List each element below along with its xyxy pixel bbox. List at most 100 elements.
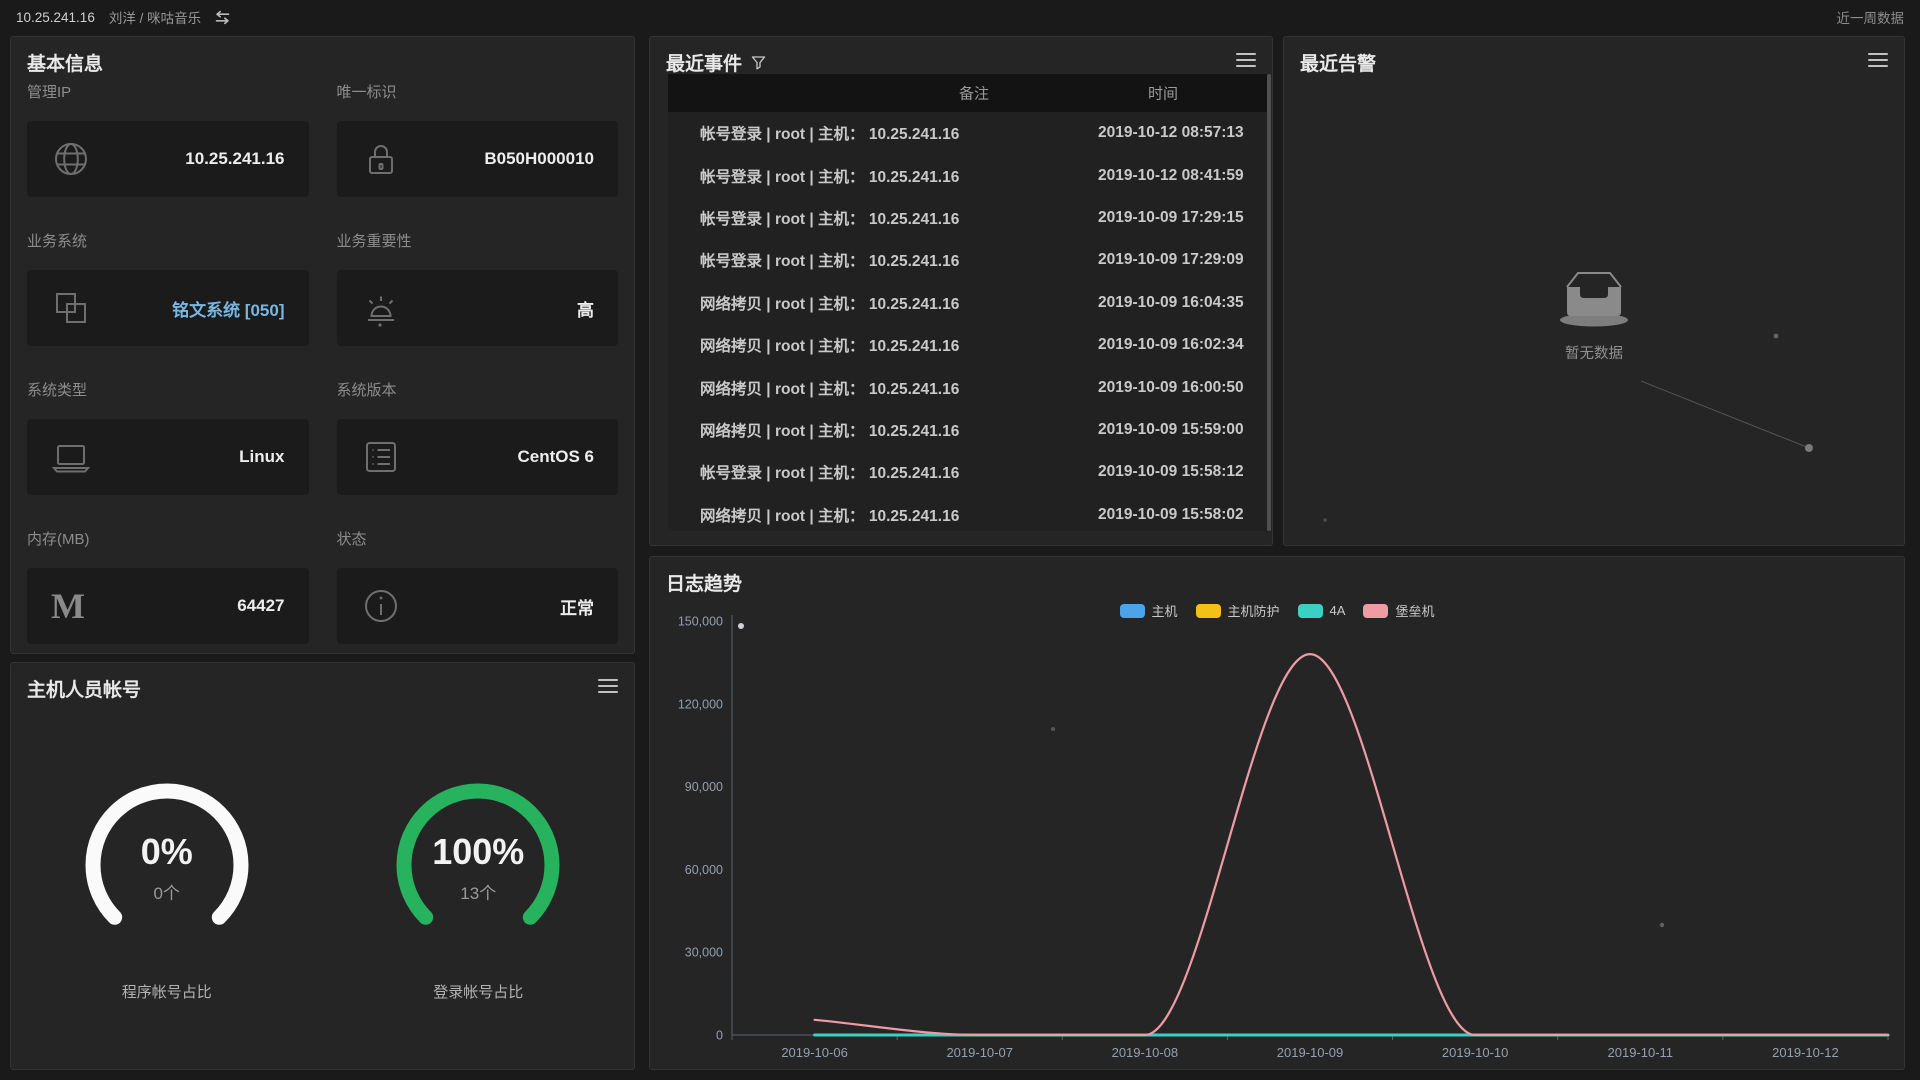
svg-text:2019-10-06: 2019-10-06 [781, 1045, 848, 1060]
laptop-icon [51, 437, 91, 477]
table-row[interactable]: 网络拷贝 | root | 主机： 10.25.241.16 2019-10-09… [668, 409, 1268, 451]
field-card: CentOS 6 [336, 419, 618, 495]
hamburger-menu-icon[interactable] [598, 679, 618, 697]
events-table-body: 帐号登录 | root | 主机： 10.25.241.16 2019-10-12… [668, 112, 1268, 536]
field-card: 正常 [336, 568, 618, 644]
gauge-arc [85, 783, 249, 925]
panel-recent-alerts: 最近告警 暂无数据 [1283, 36, 1905, 546]
panel-title: 基本信息 [27, 54, 104, 75]
account-gauges: 0% 0个 程序帐号占比 100% 13个 登录帐号占比 [11, 775, 634, 1002]
legend-item-堡垒机[interactable]: 堡垒机 [1363, 601, 1434, 620]
gauge-label: 程序帐号占比 [121, 984, 212, 1001]
field-admin-ip: 管理IP 10.25.241.16 [27, 83, 309, 197]
svg-text:2019-10-09: 2019-10-09 [1277, 1045, 1344, 1060]
field-memory: 内存(MB) M 64427 [27, 530, 309, 644]
event-time: 2019-10-12 08:57:13 [1098, 124, 1244, 142]
empty-state: 暂无数据 [1284, 263, 1904, 363]
table-row[interactable]: 帐号登录 | root | 主机： 10.25.241.16 2019-10-09… [668, 197, 1268, 239]
gauge-ring: 0% 0个 [77, 775, 257, 955]
field-label: 状态 [336, 531, 367, 548]
svg-text:60,000: 60,000 [685, 863, 723, 877]
events-scrollbar[interactable] [1267, 74, 1271, 531]
overlapping-squares-icon [51, 288, 91, 328]
gauge-percent: 0% [140, 831, 193, 872]
gauge-count: 13个 [460, 884, 497, 903]
business-system-link[interactable]: 铭文系统 [050] [172, 300, 285, 320]
field-label: 系统版本 [336, 382, 397, 399]
gauge-login-accounts: 100% 13个 登录帐号占比 [323, 775, 635, 1002]
hamburger-menu-icon[interactable] [1236, 53, 1256, 71]
field-card: 10.25.241.16 [27, 121, 309, 197]
table-row[interactable]: 帐号登录 | root | 主机： 10.25.241.16 2019-10-12… [668, 154, 1268, 196]
table-row[interactable]: 网络拷贝 | root | 主机： 10.25.241.16 2019-10-09… [668, 282, 1268, 324]
field-card: Linux [27, 419, 309, 495]
event-note: 网络拷贝 | root | 主机： 10.25.241.16 [700, 422, 960, 440]
svg-text:2019-10-10: 2019-10-10 [1442, 1045, 1509, 1060]
hamburger-menu-icon[interactable] [1868, 53, 1888, 71]
series-line-堡垒机 [813, 652, 1890, 1037]
legend-label: 主机防护 [1227, 604, 1280, 619]
field-value: 高 [577, 300, 594, 320]
empty-box-icon [1550, 263, 1638, 332]
panel-title: 主机人员帐号 [27, 680, 142, 701]
field-unique-id: 唯一标识 B050H000010 [336, 83, 618, 197]
svg-text:90,000: 90,000 [685, 780, 723, 794]
field-card: 铭文系统 [050] [27, 270, 309, 346]
time-range-label[interactable]: 近一周数据 [1836, 11, 1905, 26]
field-os-version: 系统版本 CentOS 6 [336, 381, 618, 495]
legend-item-4A[interactable]: 4A [1297, 603, 1346, 618]
table-row[interactable]: 网络拷贝 | root | 主机： 10.25.241.16 2019-10-09… [668, 366, 1268, 408]
event-note: 帐号登录 | root | 主机： 10.25.241.16 [700, 168, 960, 186]
legend-item-主机[interactable]: 主机 [1119, 601, 1178, 620]
gauge-ring: 100% 13个 [388, 775, 568, 955]
field-label: 业务重要性 [336, 233, 412, 250]
event-time: 2019-10-09 16:02:34 [1098, 336, 1244, 354]
field-value: CentOS 6 [517, 447, 594, 466]
field-value: 64427 [237, 596, 285, 615]
memory-m-icon: M [51, 586, 85, 626]
svg-text:2019-10-08: 2019-10-08 [1112, 1045, 1179, 1060]
table-row[interactable]: 网络拷贝 | root | 主机： 10.25.241.16 2019-10-09… [668, 494, 1268, 536]
panel-title: 最近事件 [666, 54, 743, 75]
table-row[interactable]: 帐号登录 | root | 主机： 10.25.241.16 2019-10-12… [668, 112, 1268, 154]
funnel-icon[interactable] [751, 55, 766, 70]
event-time: 2019-10-09 15:58:02 [1098, 505, 1244, 523]
table-row[interactable]: 帐号登录 | root | 主机： 10.25.241.16 2019-10-09… [668, 451, 1268, 493]
field-card: M 64427 [27, 568, 309, 644]
event-note: 网络拷贝 | root | 主机： 10.25.241.16 [700, 295, 960, 313]
list-square-icon [361, 437, 401, 477]
field-value: 正常 [560, 598, 594, 618]
field-card: B050H000010 [336, 121, 618, 197]
legend-item-主机防护[interactable]: 主机防护 [1195, 601, 1280, 620]
top-bar: 10.25.241.16 刘洋 / 咪咕音乐 近一周数据 [0, 0, 1920, 34]
events-table-header: 备注 时间 [668, 74, 1268, 112]
lock-icon [361, 139, 401, 179]
event-note: 网络拷贝 | root | 主机： 10.25.241.16 [700, 380, 960, 398]
table-row[interactable]: 网络拷贝 | root | 主机： 10.25.241.16 2019-10-09… [668, 324, 1268, 366]
legend-swatch [1363, 603, 1389, 618]
field-label: 内存(MB) [27, 531, 90, 548]
event-time: 2019-10-09 17:29:15 [1098, 208, 1244, 226]
field-value: 10.25.241.16 [185, 149, 285, 168]
events-table: 备注 时间 帐号登录 | root | 主机： 10.25.241.16 2019… [668, 74, 1268, 531]
legend-label: 4A [1329, 603, 1346, 618]
column-header-time: 时间 [1147, 85, 1179, 103]
swap-arrows-icon[interactable] [213, 10, 232, 25]
svg-text:2019-10-12: 2019-10-12 [1772, 1045, 1839, 1060]
svg-text:0: 0 [716, 1029, 723, 1043]
svg-text:2019-10-11: 2019-10-11 [1608, 1045, 1674, 1060]
svg-text:150,000: 150,000 [678, 615, 723, 629]
event-note: 帐号登录 | root | 主机： 10.25.241.16 [700, 126, 960, 144]
field-value: Linux [239, 447, 285, 466]
field-business-importance: 业务重要性 高 [336, 232, 618, 346]
field-value: B050H000010 [484, 149, 594, 168]
field-business-system: 业务系统 铭文系统 [050] [27, 232, 309, 346]
legend-swatch [1195, 603, 1221, 618]
table-row[interactable]: 帐号登录 | root | 主机： 10.25.241.16 2019-10-09… [668, 239, 1268, 281]
empty-state-text: 暂无数据 [1565, 346, 1623, 362]
panel-log-trend: 日志趋势 主机 主机防护 4A 堡垒机 0 30,000 60,000 90,000 120,… [649, 556, 1905, 1070]
basic-info-fields: 管理IP 10.25.241.16 唯一标识 B050H000010 [27, 83, 618, 644]
panel-title: 最近告警 [1300, 54, 1377, 75]
event-time: 2019-10-12 08:41:59 [1098, 166, 1244, 184]
